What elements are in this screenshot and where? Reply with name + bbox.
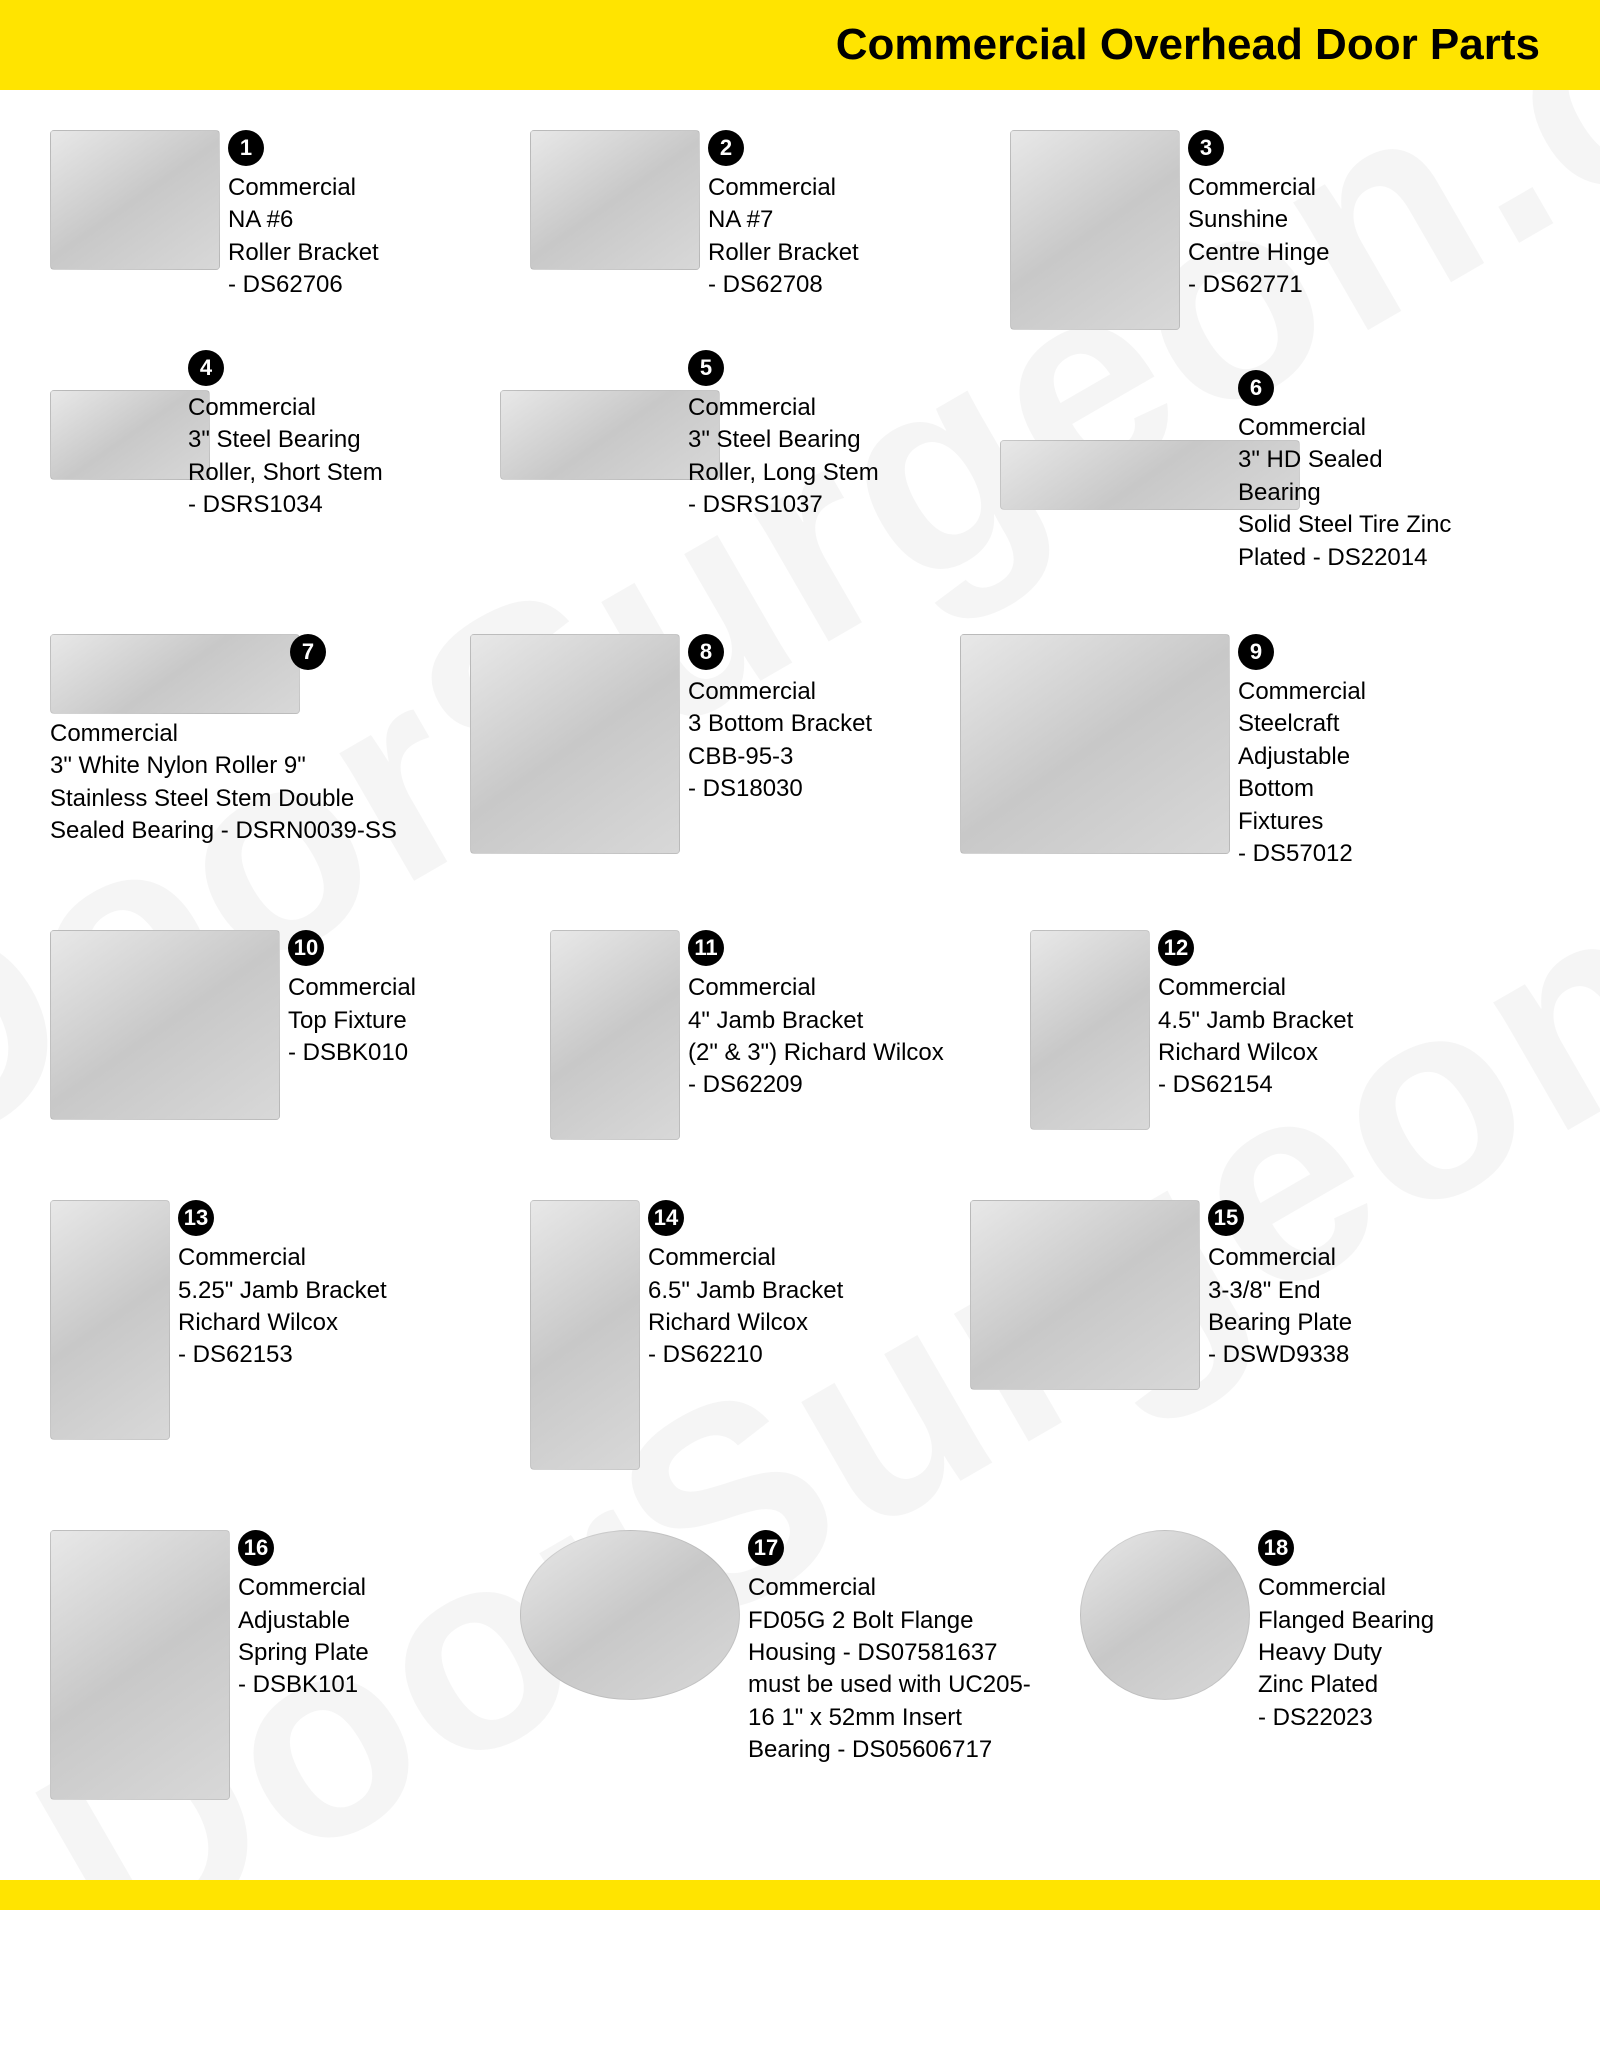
- product-image: [960, 634, 1230, 854]
- product-image: [530, 130, 700, 270]
- catalog-item: 6 Commercial3" HD SealedBearingSolid Ste…: [1000, 390, 1540, 574]
- item-text: Commercial3 Bottom BracketCBB-95-3- DS18…: [688, 676, 872, 806]
- product-image: [1030, 930, 1150, 1130]
- product-image: [530, 1200, 640, 1470]
- product-image: [50, 1200, 170, 1440]
- product-description: 10 CommercialTop Fixture- DSBK010: [280, 930, 416, 1069]
- catalog-item: 3 CommercialSunshineCentre Hinge- DS6277…: [1010, 130, 1510, 330]
- item-number-badge: 10: [288, 930, 324, 966]
- item-text: Commercial4.5" Jamb BracketRichard Wilco…: [1158, 972, 1353, 1102]
- item-text: Commercial3" White Nylon Roller 9"Stainl…: [50, 718, 397, 848]
- item-number-badge: 4: [188, 350, 224, 386]
- item-text: CommercialNA #7Roller Bracket- DS62708: [708, 172, 859, 302]
- product-image: [1080, 1530, 1250, 1700]
- item-text: CommercialAdjustableSpring Plate- DSBK10…: [238, 1572, 369, 1702]
- catalog-item: 17 CommercialFD05G 2 Bolt FlangeHousing …: [520, 1530, 1080, 1766]
- product-description: 12 Commercial4.5" Jamb BracketRichard Wi…: [1150, 930, 1353, 1102]
- item-number-badge: 5: [688, 350, 724, 386]
- product-description: 1 CommercialNA #6Roller Bracket- DS62706: [220, 130, 379, 302]
- product-description: 5 Commercial3" Steel BearingRoller, Long…: [680, 350, 879, 522]
- product-image: [970, 1200, 1200, 1390]
- product-description: 18 CommercialFlanged BearingHeavy DutyZi…: [1250, 1530, 1434, 1734]
- item-number-badge: 9: [1238, 634, 1274, 670]
- catalog-item: 2 CommercialNA #7Roller Bracket- DS62708: [530, 130, 1010, 302]
- catalog-content: 1 CommercialNA #6Roller Bracket- DS62706…: [0, 90, 1600, 1880]
- item-number-badge: 17: [748, 1530, 784, 1566]
- item-text: Commercial3" Steel BearingRoller, Long S…: [688, 392, 879, 522]
- product-image: [50, 1530, 230, 1800]
- product-description: 2 CommercialNA #7Roller Bracket- DS62708: [700, 130, 859, 302]
- item-text: Commercial3" Steel BearingRoller, Short …: [188, 392, 383, 522]
- item-number-badge: 15: [1208, 1200, 1244, 1236]
- item-number-badge: 7: [290, 634, 326, 670]
- item-text: CommercialNA #6Roller Bracket- DS62706: [228, 172, 379, 302]
- item-text: Commercial6.5" Jamb BracketRichard Wilco…: [648, 1242, 843, 1372]
- product-description: 11 Commercial4" Jamb Bracket(2" & 3") Ri…: [680, 930, 944, 1102]
- product-description: 14 Commercial6.5" Jamb BracketRichard Wi…: [640, 1200, 843, 1372]
- item-number-badge: 11: [688, 930, 724, 966]
- item-text: CommercialSteelcraftAdjustableBottomFixt…: [1238, 676, 1366, 870]
- catalog-row: 1 CommercialNA #6Roller Bracket- DS62706…: [50, 130, 1550, 330]
- product-image: [470, 634, 680, 854]
- catalog-row: 4 Commercial3" Steel BearingRoller, Shor…: [50, 390, 1550, 574]
- catalog-item: 16 CommercialAdjustableSpring Plate- DSB…: [50, 1530, 520, 1800]
- header-bar: Commercial Overhead Door Parts: [0, 0, 1600, 90]
- catalog-item: 4 Commercial3" Steel BearingRoller, Shor…: [50, 390, 500, 522]
- item-text: CommercialTop Fixture- DSBK010: [288, 972, 416, 1069]
- product-description: Commercial3" White Nylon Roller 9"Stainl…: [50, 718, 470, 848]
- item-text: Commercial3" HD SealedBearingSolid Steel…: [1238, 412, 1451, 574]
- item-number-badge: 16: [238, 1530, 274, 1566]
- product-image: [1010, 130, 1180, 330]
- item-number-badge: 1: [228, 130, 264, 166]
- catalog-item: 11 Commercial4" Jamb Bracket(2" & 3") Ri…: [550, 930, 1030, 1140]
- product-image: [50, 130, 220, 270]
- product-description: 15 Commercial3-3/8" EndBearing Plate- DS…: [1200, 1200, 1352, 1372]
- catalog-item: 15 Commercial3-3/8" EndBearing Plate- DS…: [970, 1200, 1510, 1390]
- page-title: Commercial Overhead Door Parts: [836, 20, 1540, 70]
- product-description: 16 CommercialAdjustableSpring Plate- DSB…: [230, 1530, 369, 1702]
- item-text: CommercialSunshineCentre Hinge- DS62771: [1188, 172, 1329, 302]
- product-image: [520, 1530, 740, 1700]
- product-image: [550, 930, 680, 1140]
- item-text: CommercialFD05G 2 Bolt FlangeHousing - D…: [748, 1572, 1031, 1766]
- product-description: 6 Commercial3" HD SealedBearingSolid Ste…: [1230, 370, 1451, 574]
- catalog-row: 13 Commercial5.25" Jamb BracketRichard W…: [50, 1200, 1550, 1470]
- item-number-badge: 18: [1258, 1530, 1294, 1566]
- product-description: 4 Commercial3" Steel BearingRoller, Shor…: [180, 350, 383, 522]
- item-number-badge: 6: [1238, 370, 1274, 406]
- item-number-badge: 8: [688, 634, 724, 670]
- catalog-row: 7 Commercial3" White Nylon Roller 9"Stai…: [50, 634, 1550, 870]
- footer-bar: [0, 1880, 1600, 1910]
- catalog-page: DoorSurgeon.com DoorSurgeon.com Commerci…: [0, 0, 1600, 1910]
- item-text: CommercialFlanged BearingHeavy DutyZinc …: [1258, 1572, 1434, 1734]
- item-text: Commercial4" Jamb Bracket(2" & 3") Richa…: [688, 972, 944, 1102]
- catalog-item: 9 CommercialSteelcraftAdjustableBottomFi…: [960, 634, 1520, 870]
- item-number-badge: 14: [648, 1200, 684, 1236]
- product-description: 3 CommercialSunshineCentre Hinge- DS6277…: [1180, 130, 1329, 302]
- product-description: 9 CommercialSteelcraftAdjustableBottomFi…: [1230, 634, 1366, 870]
- product-image: [50, 930, 280, 1120]
- item-number-badge: 12: [1158, 930, 1194, 966]
- catalog-item: 7 Commercial3" White Nylon Roller 9"Stai…: [50, 634, 470, 848]
- item-text: Commercial3-3/8" EndBearing Plate- DSWD9…: [1208, 1242, 1352, 1372]
- catalog-item: 13 Commercial5.25" Jamb BracketRichard W…: [50, 1200, 530, 1440]
- item-number-badge: 2: [708, 130, 744, 166]
- product-description: 8 Commercial3 Bottom BracketCBB-95-3- DS…: [680, 634, 872, 806]
- item-text: Commercial5.25" Jamb BracketRichard Wilc…: [178, 1242, 387, 1372]
- catalog-item: 18 CommercialFlanged BearingHeavy DutyZi…: [1080, 1530, 1520, 1734]
- catalog-item: 1 CommercialNA #6Roller Bracket- DS62706: [50, 130, 530, 302]
- product-image: [50, 634, 300, 714]
- catalog-row: 10 CommercialTop Fixture- DSBK010 11 Com…: [50, 930, 1550, 1140]
- catalog-item: 8 Commercial3 Bottom BracketCBB-95-3- DS…: [470, 634, 960, 854]
- catalog-item: 12 Commercial4.5" Jamb BracketRichard Wi…: [1030, 930, 1510, 1130]
- catalog-item: 5 Commercial3" Steel BearingRoller, Long…: [500, 390, 1000, 522]
- product-description: 13 Commercial5.25" Jamb BracketRichard W…: [170, 1200, 387, 1372]
- product-description: 17 CommercialFD05G 2 Bolt FlangeHousing …: [740, 1530, 1031, 1766]
- catalog-row: 16 CommercialAdjustableSpring Plate- DSB…: [50, 1530, 1550, 1800]
- item-number-badge: 13: [178, 1200, 214, 1236]
- item-number-badge: 3: [1188, 130, 1224, 166]
- catalog-item: 10 CommercialTop Fixture- DSBK010: [50, 930, 550, 1120]
- catalog-item: 14 Commercial6.5" Jamb BracketRichard Wi…: [530, 1200, 970, 1470]
